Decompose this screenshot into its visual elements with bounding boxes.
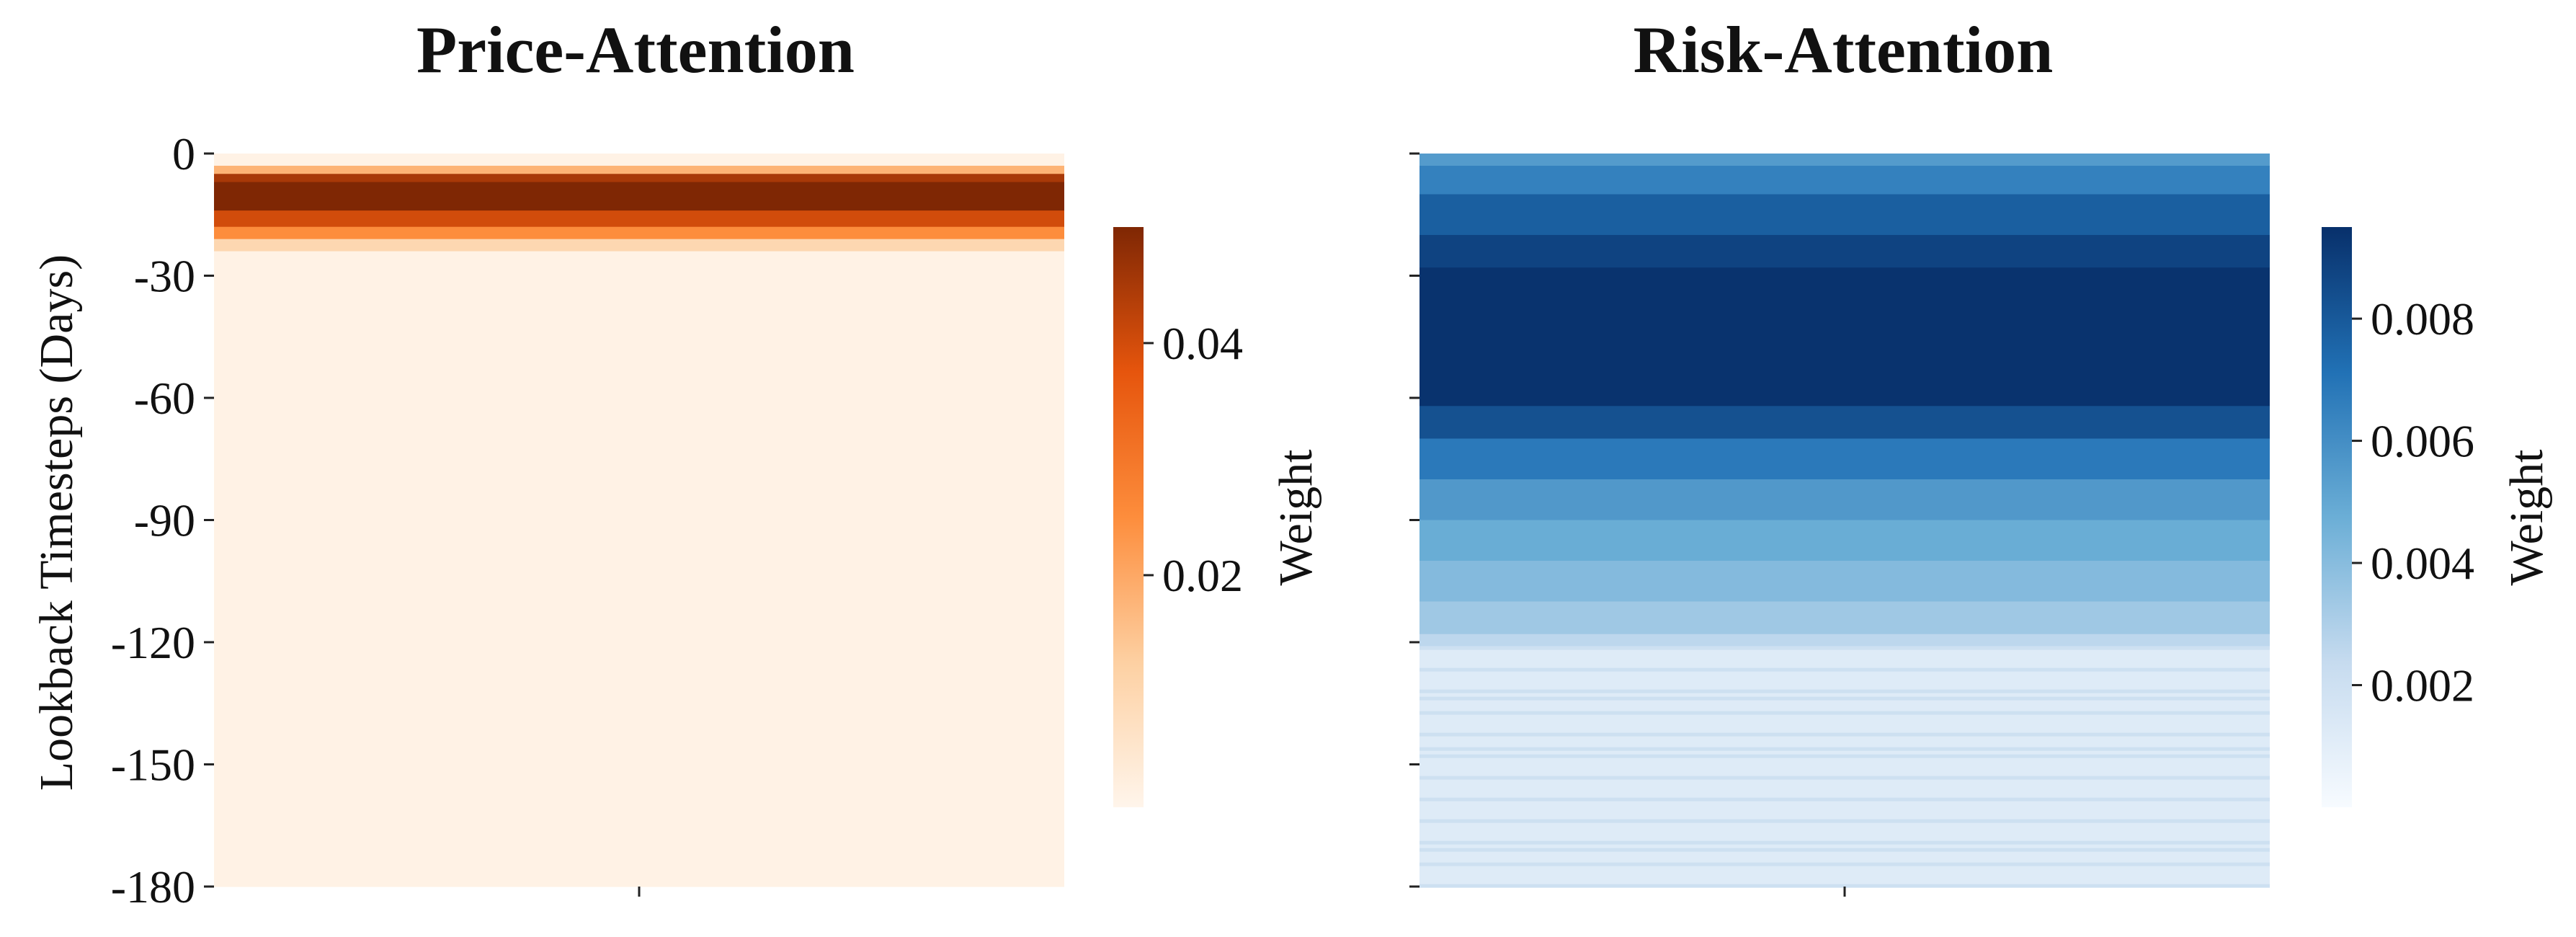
risk-attention-band-stripe [1420,884,2270,888]
risk-attention-band [1420,235,2270,268]
risk-attention-heatmap [1420,154,2270,888]
risk-attention-band-stripe [1420,711,2270,715]
risk-attention-band-stripe [1420,862,2270,866]
risk-attention-band [1420,267,2270,407]
price-attention-band [214,210,1064,228]
risk-attention-band-stripe [1420,646,2270,650]
risk-attention-band-stripe [1420,819,2270,823]
risk-attention-colorbar-label: Weight [2500,450,2553,586]
risk-attention-band-stripe [1420,732,2270,737]
risk-attention-band [1420,154,2270,166]
risk-attention-colorbar: 0.002 0.004 0.006 0.008 [2322,227,2474,807]
price-attention-panel: Price-Attention 0 -30 -60 -90 -120 -150 -180 L… [30,13,1322,912]
risk-attention-band-stripe [1420,667,2270,672]
price-attention-colorbar: 0.02 0.04 [1113,227,1243,807]
risk-attention-band [1420,520,2270,561]
price-attention-heatmap [214,154,1064,887]
price-attention-band [214,182,1064,211]
price-attention-band [214,251,1064,887]
price-attention-ylabel: Lookback Timesteps (Days) [30,254,83,791]
risk-attention-band-stripe [1420,754,2270,758]
price-attention-colorbar-tick-label: 0.04 [1162,318,1243,369]
risk-attention-colorbar-tick-label: 0.004 [2371,538,2474,589]
price-attention-ytick-label: -30 [134,251,195,302]
risk-attention-band [1420,561,2270,603]
price-attention-axes: 0 -30 -60 -90 -120 -150 -180 [111,128,641,912]
risk-attention-band [1420,479,2270,521]
price-attention-ytick-label: -60 [134,373,195,424]
risk-attention-band [1420,601,2270,635]
risk-attention-band-stripe [1420,689,2270,693]
risk-attention-colorbar-tick-label: 0.006 [2371,416,2474,467]
price-attention-band [214,165,1064,174]
risk-attention-title: Risk-Attention [1634,13,2054,86]
risk-attention-band [1420,634,2270,647]
risk-attention-band-stripe [1420,696,2270,701]
risk-attention-band-stripe [1420,776,2270,780]
risk-attention-band [1420,646,2270,887]
price-attention-colorbar-tick-label: 0.02 [1162,550,1243,601]
price-attention-band [214,174,1064,183]
price-attention-band [214,154,1064,166]
price-attention-band [214,226,1064,240]
risk-attention-panel: Risk-Attention 0.002 0.004 0.006 0.008 Weig… [1409,13,2553,897]
price-attention-band [214,239,1064,252]
price-attention-ytick-label: -90 [134,495,195,546]
risk-attention-band-stripe [1420,747,2270,751]
risk-attention-band [1420,165,2270,195]
risk-attention-band-stripe [1420,848,2270,852]
price-attention-ytick-label: -150 [111,740,195,791]
price-attention-title: Price-Attention [416,13,855,86]
risk-attention-band-stripe [1420,840,2270,845]
price-attention-ytick-label: -180 [111,861,195,912]
risk-attention-axes [1409,152,1846,897]
risk-attention-colorbar-tick-label: 0.002 [2371,660,2474,711]
price-attention-colorbar-gradient [1113,227,1144,807]
risk-attention-band [1420,406,2270,440]
risk-attention-colorbar-gradient [2322,227,2352,807]
price-attention-ytick-label: 0 [172,128,195,179]
risk-attention-band [1420,438,2270,480]
risk-attention-band [1420,194,2270,236]
price-attention-colorbar-label: Weight [1270,450,1322,586]
risk-attention-band-stripe [1420,797,2270,801]
risk-attention-colorbar-tick-label: 0.008 [2371,293,2474,345]
price-attention-ytick-label: -120 [111,617,195,668]
